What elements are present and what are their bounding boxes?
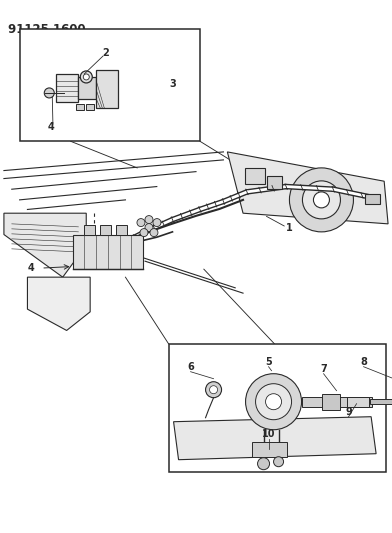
Circle shape	[265, 394, 281, 410]
Bar	[20, 29, 200, 141]
Circle shape	[256, 384, 292, 419]
Circle shape	[205, 382, 221, 398]
Circle shape	[145, 223, 153, 232]
Text: 2: 2	[102, 49, 109, 58]
Circle shape	[150, 229, 158, 237]
Text: 7: 7	[320, 364, 327, 374]
Circle shape	[137, 219, 145, 227]
Text: 1: 1	[286, 223, 293, 232]
Bar	[76, 104, 84, 110]
Bar	[301, 397, 372, 407]
Text: 3: 3	[169, 79, 176, 88]
Text: 6: 6	[187, 362, 194, 372]
Bar	[56, 74, 78, 102]
Polygon shape	[27, 277, 90, 330]
Polygon shape	[4, 213, 86, 277]
Bar	[365, 194, 380, 204]
Bar	[169, 344, 386, 472]
Bar	[73, 235, 143, 269]
Polygon shape	[227, 152, 388, 224]
Circle shape	[303, 181, 340, 219]
Circle shape	[44, 88, 54, 98]
Bar	[321, 394, 339, 410]
Bar	[116, 225, 127, 235]
Text: 4: 4	[47, 122, 54, 132]
Circle shape	[83, 74, 89, 80]
Circle shape	[153, 219, 161, 227]
Bar	[370, 399, 392, 403]
Bar	[96, 70, 118, 108]
Circle shape	[289, 168, 354, 232]
Bar	[84, 225, 95, 235]
Circle shape	[258, 458, 270, 470]
Text: 9: 9	[345, 407, 352, 417]
Bar	[78, 77, 96, 99]
Bar	[245, 168, 265, 184]
Circle shape	[274, 457, 283, 467]
Bar	[252, 442, 287, 457]
Text: 4: 4	[27, 263, 34, 273]
Bar	[86, 104, 94, 110]
Bar	[100, 225, 111, 235]
Circle shape	[145, 215, 153, 223]
Circle shape	[210, 386, 218, 394]
Circle shape	[80, 71, 92, 83]
Polygon shape	[174, 417, 376, 459]
Circle shape	[314, 192, 329, 208]
Text: 5: 5	[265, 357, 272, 367]
Text: 10: 10	[262, 429, 275, 439]
Circle shape	[245, 374, 301, 430]
Text: 91125 1600: 91125 1600	[8, 23, 85, 36]
Circle shape	[140, 229, 148, 237]
Bar	[347, 397, 368, 407]
Text: 8: 8	[360, 357, 367, 367]
Bar	[267, 176, 282, 189]
